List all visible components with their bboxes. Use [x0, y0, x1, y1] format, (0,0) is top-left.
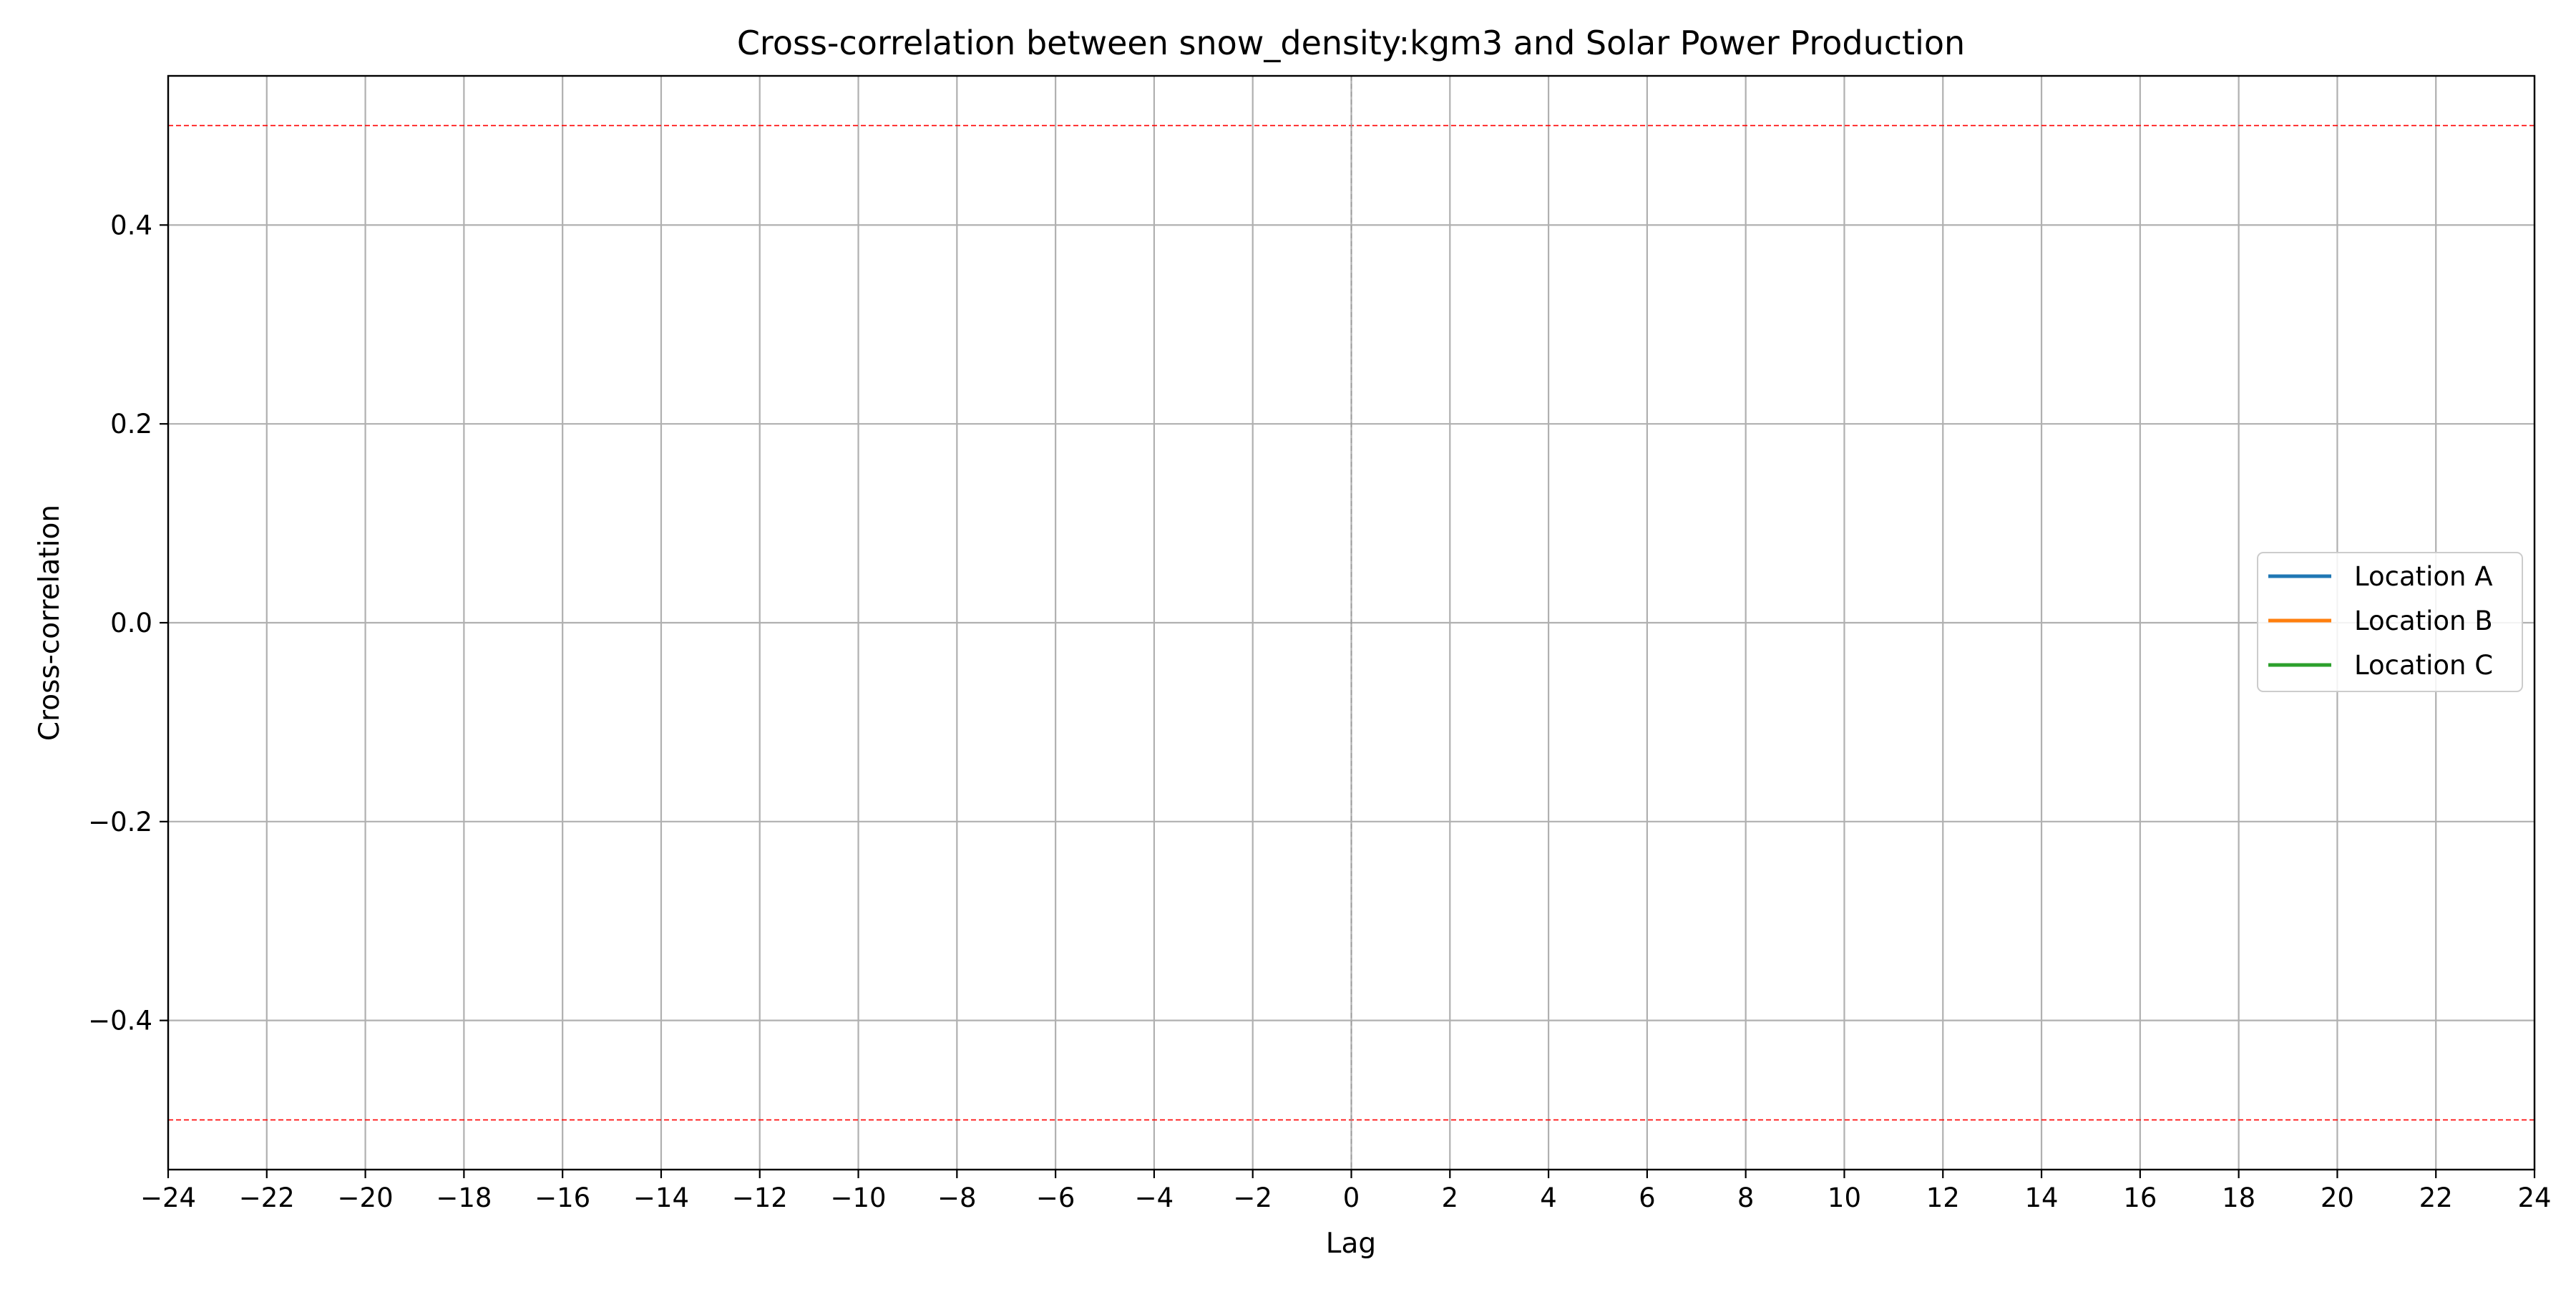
legend-label: Location B	[2354, 606, 2493, 636]
legend-label: Location C	[2354, 650, 2493, 681]
x-tick-label: 14	[2024, 1182, 2058, 1213]
x-tick-label: 0	[1343, 1182, 1360, 1213]
x-tick-label: −2	[1233, 1182, 1272, 1213]
x-tick-label: −24	[140, 1182, 196, 1213]
y-tick-label: −0.2	[88, 807, 152, 837]
x-tick-label: −22	[239, 1182, 295, 1213]
x-tick-label: 24	[2517, 1182, 2551, 1213]
legend: Location A Location B Location C	[2257, 552, 2523, 692]
y-axis-ticks: −0.4 −0.2 0.0 0.2 0.4	[88, 210, 168, 1036]
x-tick-label: −10	[830, 1182, 886, 1213]
x-tick-label: −8	[937, 1182, 977, 1213]
x-tick-label: 2	[1442, 1182, 1459, 1213]
x-tick-label: −12	[732, 1182, 788, 1213]
x-tick-label: −6	[1036, 1182, 1075, 1213]
legend-entries: Location A Location B Location C	[2268, 561, 2493, 681]
x-tick-label: 6	[1639, 1182, 1656, 1213]
x-tick-label: 20	[2321, 1182, 2354, 1213]
x-tick-label: −14	[633, 1182, 689, 1213]
x-tick-label: 16	[2123, 1182, 2157, 1213]
y-tick-label: 0.4	[110, 210, 152, 241]
y-tick-label: 0.0	[110, 608, 152, 638]
x-tick-label: −18	[436, 1182, 492, 1213]
x-tick-label: −16	[535, 1182, 590, 1213]
x-axis-ticks: −24 −22 −20 −18 −16 −14 −12 −10 −8 −6 −4 −2 0 2 4 6 8 10 1…	[140, 1170, 2552, 1213]
x-tick-label: 10	[1828, 1182, 1861, 1213]
x-tick-label: −4	[1135, 1182, 1174, 1213]
x-tick-label: −20	[338, 1182, 394, 1213]
x-tick-label: 22	[2419, 1182, 2453, 1213]
legend-box	[2257, 552, 2523, 692]
legend-label: Location A	[2354, 561, 2493, 592]
chart-title: Cross-correlation between snow_density:k…	[737, 24, 1965, 62]
y-axis-label: Cross-correlation	[34, 505, 66, 741]
x-tick-label: 4	[1540, 1182, 1557, 1213]
x-tick-label: 8	[1737, 1182, 1755, 1213]
x-axis-label: Lag	[1326, 1228, 1376, 1260]
x-tick-label: 18	[2222, 1182, 2255, 1213]
reference-lines	[168, 76, 2534, 1170]
y-tick-label: −0.4	[88, 1006, 152, 1036]
y-tick-label: 0.2	[110, 409, 152, 439]
x-tick-label: 12	[1926, 1182, 1960, 1213]
